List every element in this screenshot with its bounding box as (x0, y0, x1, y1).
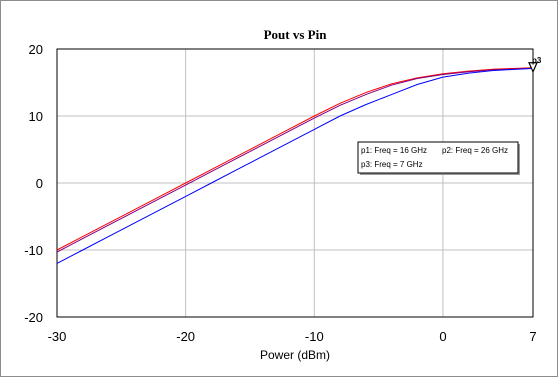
series-line (56, 67, 534, 251)
series-line (56, 67, 534, 253)
y-tick-label: 20 (29, 42, 43, 57)
legend-box (357, 141, 519, 174)
x-axis-ticks: -30 -20 -10 0 7 (48, 329, 537, 344)
y-tick-label: 0 (36, 176, 43, 191)
x-tick-label: -20 (176, 329, 195, 344)
y-axis-ticks: -20 -10 0 10 20 (24, 42, 43, 325)
plot-area-border (56, 48, 534, 318)
series-end-marker: p3 (528, 56, 542, 74)
y-tick-label: 10 (29, 109, 43, 124)
x-tick-label: -10 (305, 329, 324, 344)
x-axis-label: Power (dBm) (260, 348, 330, 362)
series-group (56, 67, 534, 264)
marker-triangle (528, 62, 538, 74)
legend: p1: Freq = 16 GHz p2: Freq = 26 GHz p3: Fr… (357, 141, 520, 175)
series-line (56, 67, 534, 264)
chart-title: Pout vs Pin (264, 27, 328, 42)
grid (56, 48, 534, 318)
x-tick-label: 0 (439, 329, 446, 344)
y-tick-label: -20 (24, 310, 43, 325)
legend-entry: p1: Freq = 16 GHz (361, 146, 427, 155)
y-tick-label: -10 (24, 243, 43, 258)
x-tick-label: -30 (48, 329, 67, 344)
marker-label: p3 (532, 56, 542, 65)
x-tick-label: 7 (529, 329, 536, 344)
legend-entry: p3: Freq = 7 GHz (361, 160, 423, 169)
legend-entry: p2: Freq = 26 GHz (442, 146, 508, 155)
